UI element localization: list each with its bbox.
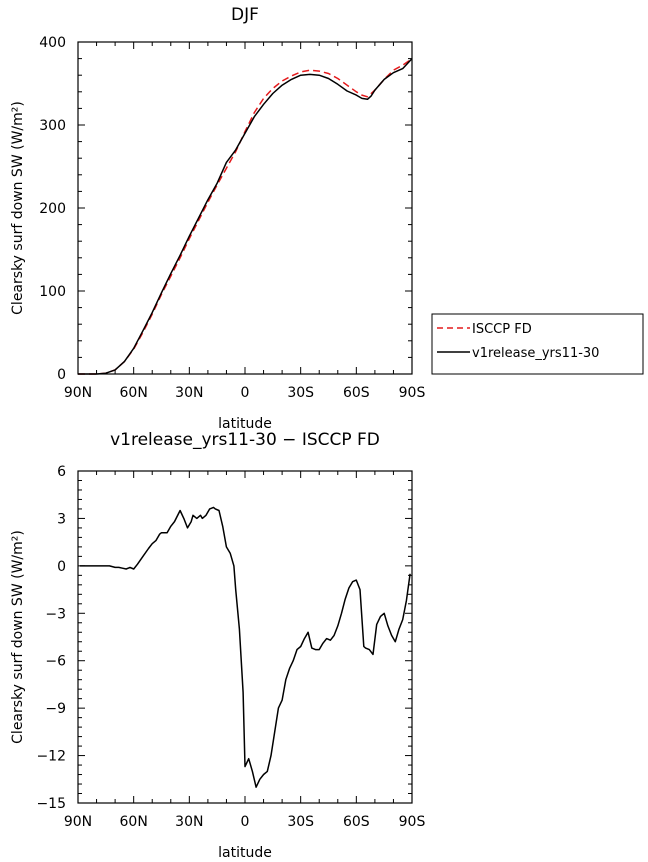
legend-label-isccp-fd: ISCCP FD — [472, 322, 532, 337]
bottom-panel-y-tick-label: 0 — [57, 559, 66, 575]
top-panel-x-tick-label: 30S — [287, 385, 314, 401]
bottom-panel-x-tick-label: 0 — [241, 814, 250, 830]
bottom-panel-y-tick-label: 6 — [57, 464, 66, 480]
legend-box — [431, 313, 644, 375]
bottom-panel-x-tick-label: 30S — [287, 814, 314, 830]
bottom-panel-y-tick-label: −3 — [45, 606, 66, 622]
bottom-panel-series — [79, 506, 411, 788]
top-panel-x-tick-label: 90S — [399, 385, 426, 401]
top-panel-y-tick-label: 100 — [39, 284, 66, 300]
bottom-panel-y-tick-label: −6 — [45, 654, 66, 670]
bottom-panel-x-tick-label: 60S — [343, 814, 370, 830]
top-panel-x-tick-label: 30N — [175, 385, 203, 401]
top-panel-x-tick-label: 0 — [241, 385, 250, 401]
bottom-panel-y-tick-label: −15 — [36, 796, 66, 812]
top-panel-x-axis-label: latitude — [218, 416, 272, 432]
top-panel-y-tick-label: 300 — [39, 118, 66, 134]
top-panel-series-line-v1release-yrs11-30 — [78, 58, 413, 375]
bottom-panel-x-tick-label: 60N — [120, 814, 148, 830]
bottom-panel: v1release_yrs11-30 − ISCCP FD 6 3 0 −3 −6 −9 −… — [10, 430, 425, 861]
bottom-panel-series-line-v1release-yrs11-30-isccp-fd — [79, 506, 411, 788]
legend: ISCCP FD v1release_yrs11-30 — [431, 313, 644, 375]
bottom-panel-y-tick-label: −9 — [45, 701, 66, 717]
top-panel-y-axis-label: Clearsky surf down SW (W/m²) — [10, 101, 26, 315]
top-panel-x-tick-label: 60N — [120, 385, 148, 401]
bottom-panel-y-tick-label: 3 — [57, 511, 66, 527]
top-panel-x-tick-label: 90N — [64, 385, 92, 401]
top-panel-y-tick-label: 400 — [39, 35, 66, 51]
bottom-panel-x-tick-label: 90S — [399, 814, 426, 830]
bottom-panel-x-axis-label: latitude — [218, 845, 272, 861]
top-panel-y-tick-label: 0 — [57, 367, 66, 383]
bottom-panel-y-tick-label: −12 — [36, 749, 66, 765]
top-panel-frame — [77, 41, 413, 375]
bottom-panel-frame — [77, 470, 413, 804]
legend-label-v1release: v1release_yrs11-30 — [472, 346, 599, 361]
top-panel-series — [78, 57, 413, 375]
bottom-panel-x-tick-label: 90N — [64, 814, 92, 830]
bottom-panel-title: v1release_yrs11-30 − ISCCP FD — [110, 430, 380, 450]
top-panel: DJF 0 100 200 300 400 90N 60N 30N 0 30S 60S 90S lat… — [10, 5, 425, 432]
top-panel-ticks: 0 100 200 300 400 90N 60N 30N 0 30S 60S 90S — [39, 35, 425, 401]
bottom-panel-y-axis-label: Clearsky surf down SW (W/m²) — [10, 530, 26, 744]
top-panel-y-tick-label: 200 — [39, 201, 66, 217]
top-panel-title: DJF — [231, 5, 259, 25]
top-panel-x-tick-label: 60S — [343, 385, 370, 401]
top-panel-series-line-isccp-fd — [78, 57, 413, 375]
bottom-panel-x-tick-label: 30N — [175, 814, 203, 830]
bottom-panel-ticks: 6 3 0 −3 −6 −9 −12 −15 90N 60N 30N 0 30S 60S 90S — [36, 464, 425, 830]
